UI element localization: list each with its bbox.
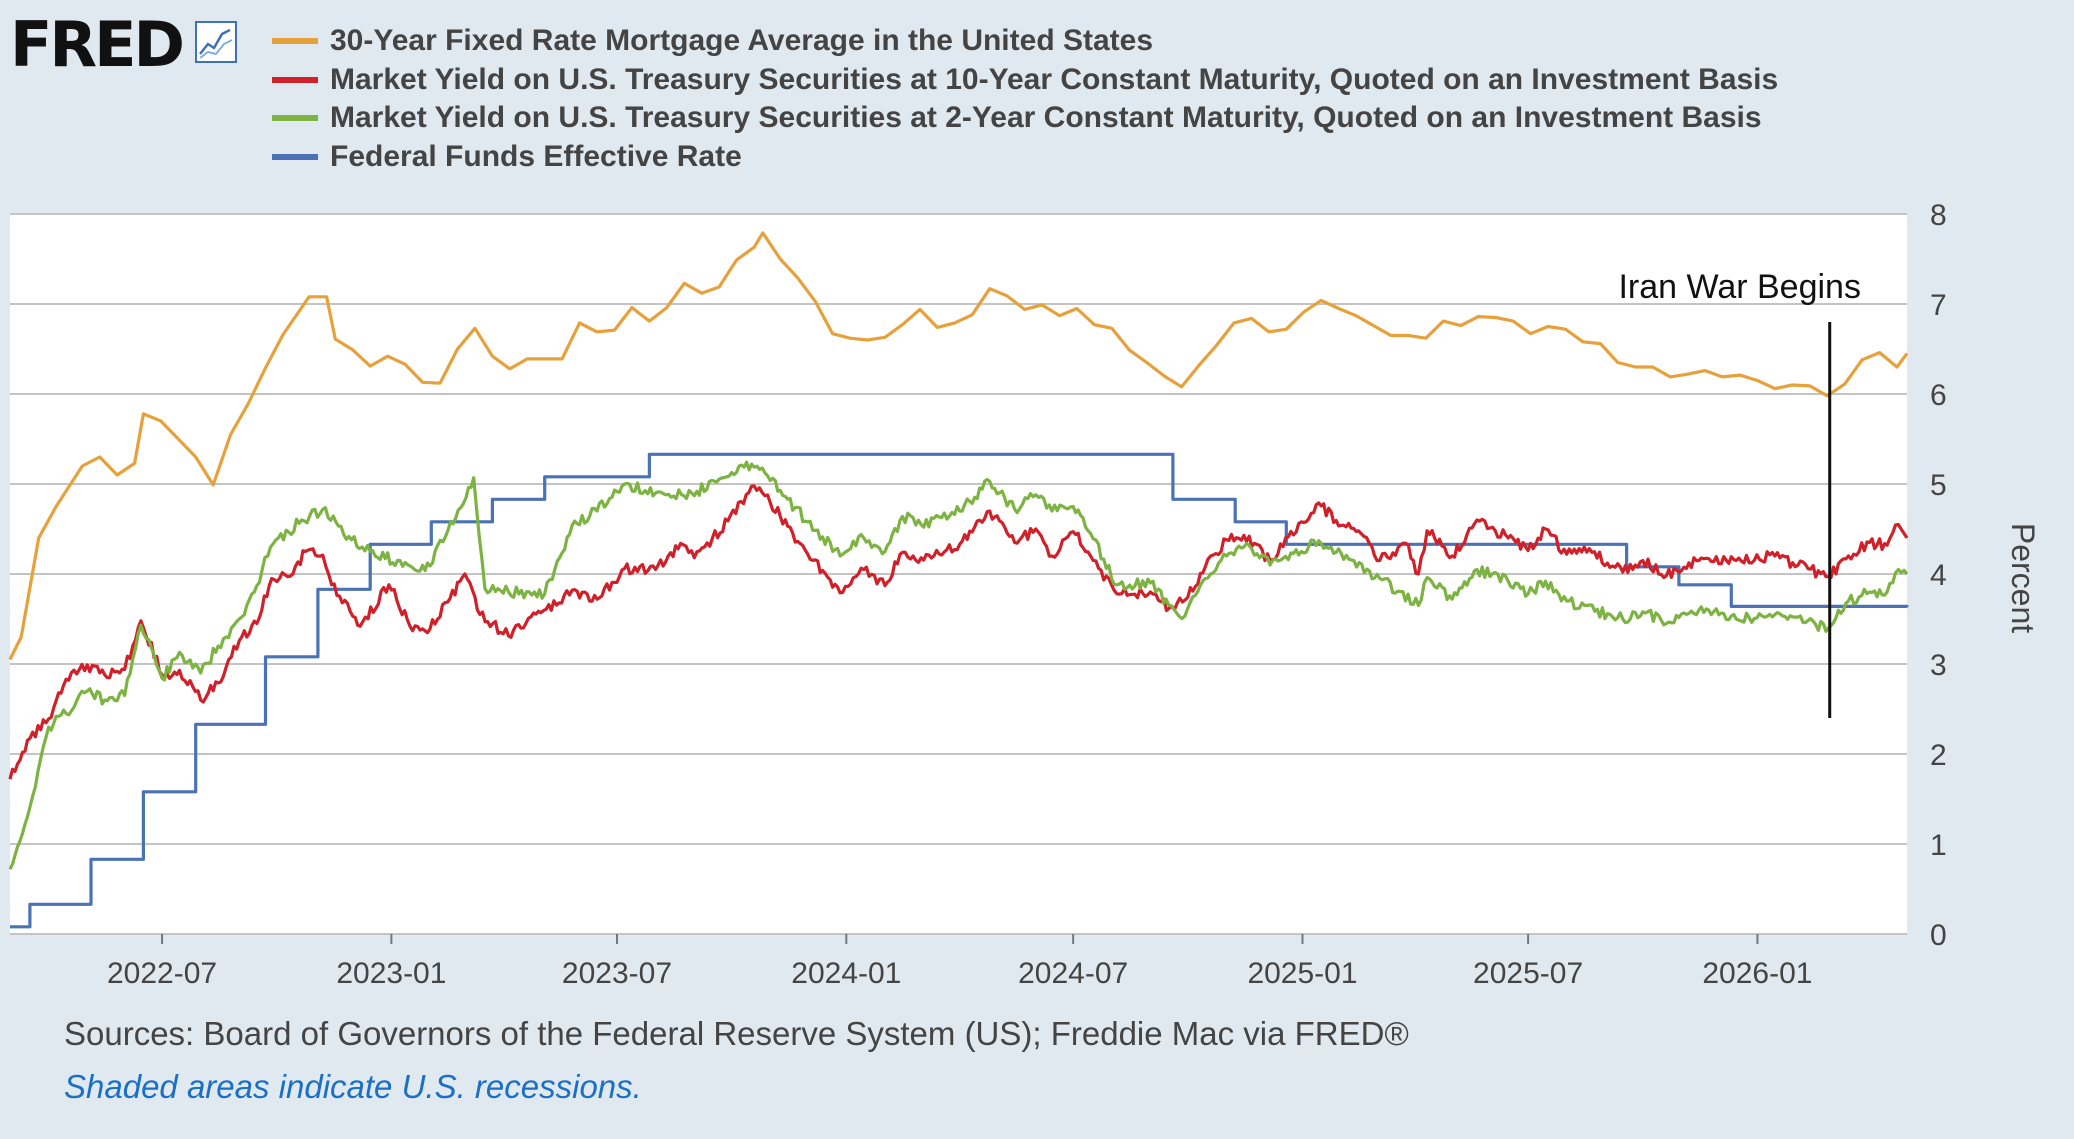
legend-item-fedfunds[interactable]: Federal Funds Effective Rate <box>272 138 1778 177</box>
x-tick-label: 2024-01 <box>791 957 901 990</box>
y-tick-label: 2 <box>1930 739 1947 772</box>
x-tick-label: 2022-07 <box>107 957 217 990</box>
series-layer <box>8 231 1909 929</box>
annotation-layer: Iran War Begins <box>1618 268 1861 718</box>
y-tick-label: 7 <box>1930 289 1947 322</box>
chart-legend: 30-Year Fixed Rate Mortgage Average in t… <box>272 22 1778 176</box>
legend-swatch-fedfunds <box>272 153 318 160</box>
sources-text: Sources: Board of Governors of the Feder… <box>64 1015 1409 1052</box>
y-tick-label: 1 <box>1930 829 1947 862</box>
legend-swatch-ust2 <box>272 115 318 122</box>
x-tick-label: 2026-01 <box>1702 957 1812 990</box>
x-tick-label: 2024-07 <box>1018 957 1128 990</box>
x-tick-label: 2023-07 <box>562 957 672 990</box>
y-tick-label: 8 <box>1930 199 1947 232</box>
legend-label-ust10: Market Yield on U.S. Treasury Securities… <box>330 62 1779 96</box>
y-tick-label: 0 <box>1930 919 1947 952</box>
x-tick-label: 2025-07 <box>1473 957 1583 990</box>
x-tick-label: 2023-01 <box>336 957 446 990</box>
annotation-label: Iran War Begins <box>1618 268 1861 306</box>
legend-swatch-mortgage30 <box>272 38 318 45</box>
x-tick-labels: 2022-07 2023-01 2023-07 2024-01 2024-07 2025-… <box>107 934 1812 990</box>
recession-note-link[interactable]: Shaded areas indicate U.S. recessions. <box>64 1068 642 1105</box>
legend-item-ust10[interactable]: Market Yield on U.S. Treasury Securities… <box>272 61 1778 100</box>
y-tick-label: 3 <box>1930 649 1947 682</box>
x-tick-label: 2025-01 <box>1247 957 1357 990</box>
graph-icon <box>195 21 237 63</box>
fred-logo: FRED <box>10 8 185 81</box>
series-line-mortgage30[interactable] <box>8 231 1909 661</box>
y-tick-label: 6 <box>1930 379 1947 412</box>
grid-layer <box>10 213 1907 935</box>
legend-label-mortgage30: 30-Year Fixed Rate Mortgage Average in t… <box>330 24 1154 58</box>
series-line-ust10[interactable] <box>8 484 1909 780</box>
legend-label-fedfunds: Federal Funds Effective Rate <box>330 139 742 173</box>
legend-item-mortgage30[interactable]: 30-Year Fixed Rate Mortgage Average in t… <box>272 22 1778 61</box>
legend-label-ust2: Market Yield on U.S. Treasury Securities… <box>330 101 1762 135</box>
series-line-ust2[interactable] <box>8 460 1909 870</box>
y-axis-label: Percent <box>2005 523 2041 633</box>
legend-swatch-ust10 <box>272 76 318 83</box>
legend-item-ust2[interactable]: Market Yield on U.S. Treasury Securities… <box>272 99 1778 138</box>
y-tick-labels: 0 1 2 3 4 5 6 7 8 <box>1930 199 1947 952</box>
y-tick-label: 4 <box>1930 559 1947 592</box>
y-tick-label: 5 <box>1930 469 1947 502</box>
